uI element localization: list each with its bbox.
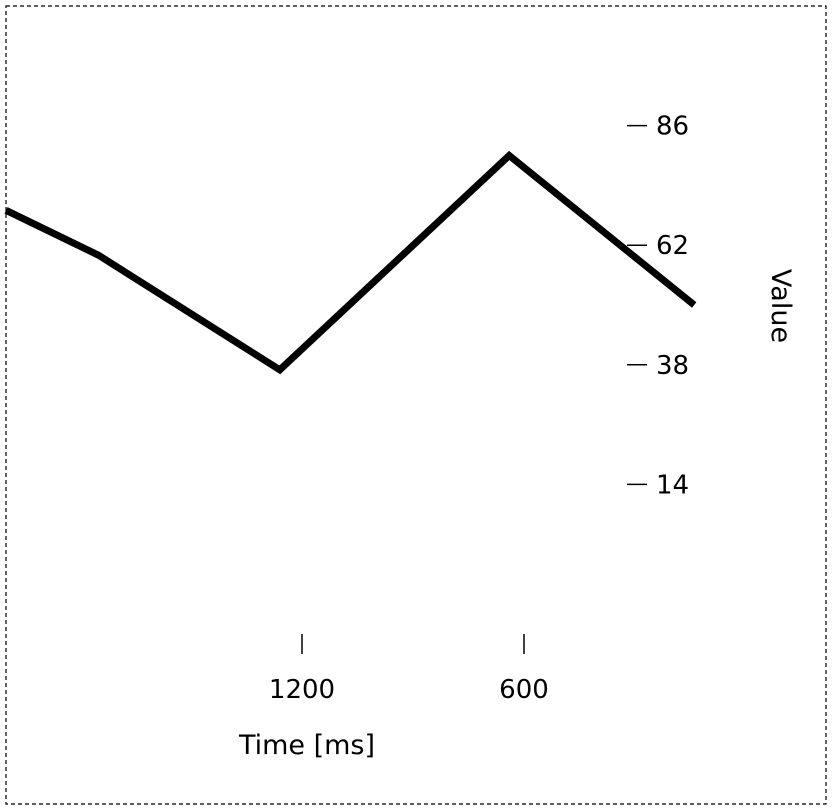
y-axis: 86 62 38 14 bbox=[627, 112, 689, 500]
x-tick-label-1200: 1200 bbox=[269, 675, 335, 705]
series-layer bbox=[4, 150, 697, 375]
y-tick-label-14: 14 bbox=[656, 470, 689, 500]
y-tick-label-86: 86 bbox=[656, 112, 689, 142]
series-line-1 bbox=[4, 150, 697, 375]
x-axis-title: Time [ms] bbox=[238, 730, 375, 761]
y-axis-title: Value bbox=[765, 269, 796, 343]
x-axis: 1200 600 bbox=[269, 634, 549, 705]
y-tick-label-38: 38 bbox=[656, 351, 689, 381]
y-tick-label-62: 62 bbox=[656, 231, 689, 261]
chart-frame bbox=[5, 5, 827, 805]
x-tick-label-600: 600 bbox=[499, 675, 549, 705]
